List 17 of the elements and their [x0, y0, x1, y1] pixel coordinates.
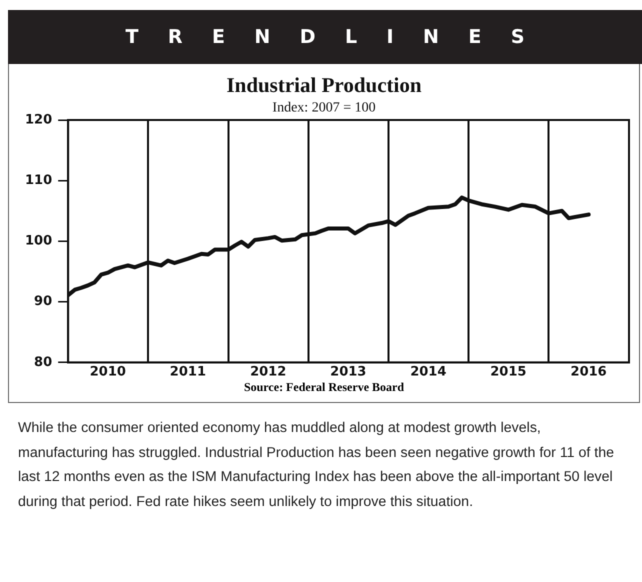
text: TRENDLINES	[8, 10, 642, 64]
x-tick-label: 2014	[410, 364, 446, 380]
x-tick-label: 2016	[570, 364, 607, 380]
y-tick-label: 80	[34, 354, 52, 370]
x-tick-label: 2012	[250, 364, 286, 380]
x-tick-label: 2015	[490, 364, 526, 380]
y-tick-label: 90	[34, 294, 52, 310]
chart-title: Industrial Production	[226, 73, 422, 98]
source-note: Source: Federal Reserve Board	[242, 380, 406, 395]
x-tick-label: 2010	[90, 364, 126, 380]
y-tick-label: 120	[24, 112, 52, 128]
y-tick-label: 100	[24, 234, 52, 249]
chart-subtitle: Index: 2007 = 100	[272, 100, 376, 116]
y-tick-label: 110	[24, 172, 52, 188]
x-tick-label: 2013	[330, 364, 366, 380]
text: While the consumer oriented economy has muddled along at modest growth levels, manufacturing has struggled. Industrial Production has been seen negative growth for 11 of the last 12 months even as the ISM Manufacturing Index has been above the all-important 50 level during that period. Fed rate hikes seem unlikely to improve this situation.	[18, 419, 615, 512]
x-tick-label: 2011	[170, 364, 206, 380]
